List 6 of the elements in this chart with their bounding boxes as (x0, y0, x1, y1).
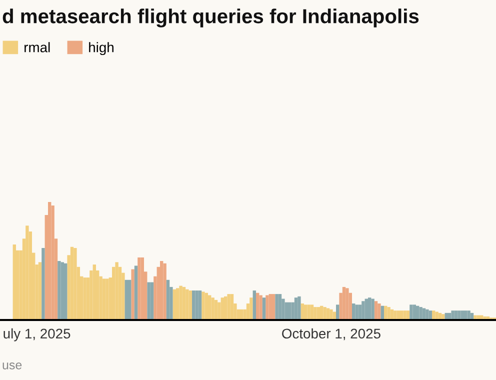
x-tick-label: uly 1, 2025 (4, 328, 70, 342)
x-tick-label: October 1, 2025 (282, 328, 380, 340)
legend-label: rmal (24, 42, 50, 52)
legend-label: high (89, 42, 114, 56)
text: use (2, 362, 22, 370)
chart-title: d metasearch flight queries for Indianapolis (2, 8, 419, 28)
